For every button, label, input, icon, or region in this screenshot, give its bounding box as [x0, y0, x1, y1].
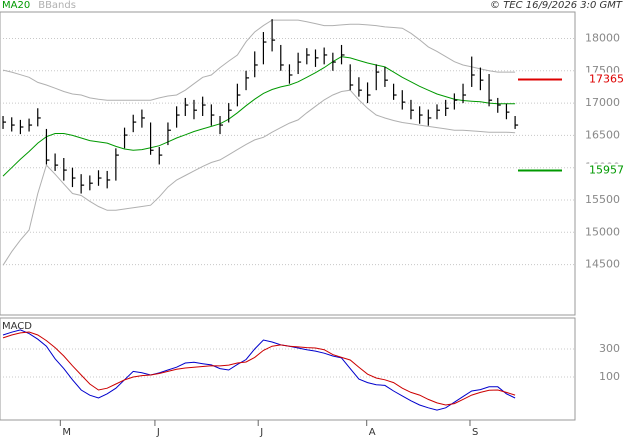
y-tick-label: 18000	[585, 31, 620, 44]
macd-panel	[0, 317, 576, 421]
level-label-bg	[577, 72, 625, 87]
y-tick-label: 17000	[585, 96, 620, 109]
y-tick-label: 100	[599, 370, 620, 383]
x-tick-label: S	[472, 427, 478, 438]
y-tick-label: 14500	[585, 258, 620, 271]
band-upper	[2, 19, 516, 101]
x-tick-label: J	[259, 427, 263, 438]
band-lower	[2, 89, 516, 266]
y-tick-label: 15500	[585, 193, 620, 206]
legend-entry: MA20	[2, 0, 30, 11]
level-label-bg	[577, 163, 625, 178]
x-tick-label: A	[369, 427, 376, 438]
price-panel	[0, 11, 576, 316]
level-label: 17365	[589, 73, 624, 86]
level-label: 15957	[589, 163, 624, 176]
y-tick-label: 300	[599, 342, 620, 355]
macd-line	[2, 331, 516, 406]
footer: © TEC 16/9/2026 3:0 GMT	[490, 0, 623, 11]
ma-line	[2, 56, 516, 177]
macd-title: MACD	[2, 321, 32, 332]
y-tick-label: 15000	[585, 225, 620, 238]
x-tick-label: J	[156, 427, 160, 438]
macd-line	[2, 329, 516, 411]
y-tick-label: 16500	[585, 128, 620, 141]
legend-entry: BBands	[38, 0, 76, 11]
x-tick-label: M	[62, 427, 71, 438]
